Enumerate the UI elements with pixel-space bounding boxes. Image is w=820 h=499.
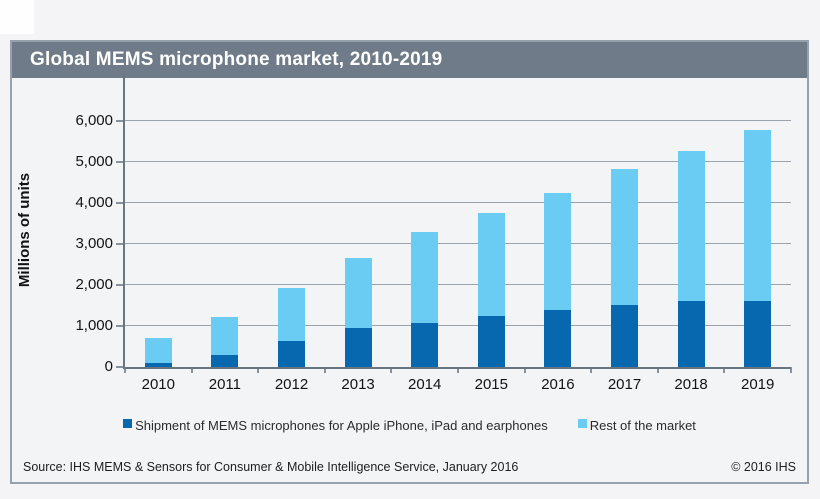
bar-segment-2012-series0 xyxy=(278,340,305,367)
x-tick-4 xyxy=(390,367,393,373)
legend-label-apple-shipments: Shipment of MEMS microphones for Apple i… xyxy=(135,418,548,433)
bar-group-2018 xyxy=(677,151,705,367)
bar-group-2013 xyxy=(344,258,372,367)
bar-segment-2018-series1 xyxy=(677,151,705,302)
x-axis-line xyxy=(123,367,791,369)
source-note: Source: IHS MEMS & Sensors for Consumer … xyxy=(23,460,519,474)
bar-segment-2010-series1 xyxy=(144,338,172,363)
gridline-4000 xyxy=(125,201,791,203)
bar-group-2011 xyxy=(211,316,239,367)
x-tick-0 xyxy=(124,367,126,373)
x-tick-label-2011: 2011 xyxy=(208,376,242,393)
y-tick-label-5000: 5,000 xyxy=(75,152,113,170)
x-tick-label-2014: 2014 xyxy=(408,376,442,393)
bar-segment-2012-series1 xyxy=(278,288,305,341)
bar-segment-2018-series0 xyxy=(677,301,705,367)
copyright-note: © 2016 IHS xyxy=(731,460,796,474)
y-tick-label-1000: 1,000 xyxy=(75,316,113,334)
bar-segment-2016-series0 xyxy=(544,309,572,367)
x-tick-label-2013: 2013 xyxy=(341,376,375,393)
chart-panel: Global MEMS microphone market, 2010-2019… xyxy=(10,40,809,484)
gridline-6000 xyxy=(125,119,791,121)
bar-segment-2013-series1 xyxy=(344,258,372,328)
y-tick-2000 xyxy=(116,283,125,286)
background-corner-artifact xyxy=(0,0,34,34)
x-tick-label-2012: 2012 xyxy=(274,376,309,393)
x-tick-3 xyxy=(323,367,326,373)
bar-group-2015 xyxy=(477,213,505,367)
y-tick-label-0: 0 xyxy=(104,358,113,375)
bar-segment-2010-series0 xyxy=(144,362,172,367)
y-tick-5000 xyxy=(116,160,125,163)
x-tick-5 xyxy=(457,367,459,373)
bar-group-2014 xyxy=(411,232,439,367)
y-tick-0 xyxy=(116,366,125,368)
gridline-5000 xyxy=(125,160,791,162)
bar-segment-2019-series0 xyxy=(744,300,772,367)
y-tick-label-6000: 6,000 xyxy=(75,111,113,129)
legend-item-apple-shipments: Shipment of MEMS microphones for Apple i… xyxy=(123,418,548,433)
bar-segment-2014-series1 xyxy=(411,232,439,323)
bar-segment-2011-series0 xyxy=(211,354,239,367)
x-tick-7 xyxy=(590,367,593,373)
x-tick-1 xyxy=(190,367,193,373)
bar-group-2017 xyxy=(611,169,638,367)
y-tick-1000 xyxy=(116,324,125,327)
y-tick-label-3000: 3,000 xyxy=(75,234,113,252)
x-tick-6 xyxy=(523,367,526,373)
y-tick-6000 xyxy=(116,119,125,122)
gridline-1000 xyxy=(125,324,791,326)
bar-group-2012 xyxy=(278,288,305,367)
gridline-2000 xyxy=(125,283,791,285)
y-axis-title: Millions of units xyxy=(16,172,33,288)
bar-segment-2017-series1 xyxy=(611,169,638,305)
x-tick-label-2017: 2017 xyxy=(607,376,642,393)
bar-group-2016 xyxy=(544,192,572,367)
x-tick-10 xyxy=(790,367,792,373)
gridline-3000 xyxy=(125,242,791,244)
bar-segment-2011-series1 xyxy=(211,316,239,355)
chart-title-bar: Global MEMS microphone market, 2010-2019 xyxy=(12,42,807,78)
x-tick-label-2015: 2015 xyxy=(474,376,508,393)
plot-area: 0 1,000 2,000 3,000 4,000 5,000 6,000 2010 2011 2… xyxy=(75,74,792,393)
x-tick-label-2019: 2019 xyxy=(741,376,775,393)
bar-segment-2019-series1 xyxy=(744,130,772,301)
x-tick-9 xyxy=(723,367,726,373)
bar-group-2019 xyxy=(744,130,772,367)
y-axis-line xyxy=(123,74,125,367)
bar-segment-2014-series0 xyxy=(411,323,439,367)
legend-swatch-apple-shipments xyxy=(123,419,133,428)
legend-label-rest-of-market: Rest of the market xyxy=(589,418,696,433)
bar-group-2010 xyxy=(144,338,172,367)
bar-segment-2016-series1 xyxy=(544,192,572,310)
x-tick-label-2018: 2018 xyxy=(674,376,708,393)
bar-segment-2013-series0 xyxy=(344,328,372,367)
y-tick-label-4000: 4,000 xyxy=(75,193,113,211)
x-tick-label-2016: 2016 xyxy=(541,376,575,393)
chart-title: Global MEMS microphone market, 2010-2019 xyxy=(30,49,443,70)
y-tick-label-2000: 2,000 xyxy=(75,275,113,293)
x-tick-8 xyxy=(656,367,659,373)
chart-footer: Source: IHS MEMS & Sensors for Consumer … xyxy=(12,460,807,474)
bar-segment-2015-series1 xyxy=(477,213,505,316)
bar-segment-2015-series0 xyxy=(477,315,505,367)
x-tick-label-2010: 2010 xyxy=(141,376,175,393)
bar-segment-2017-series0 xyxy=(611,304,638,367)
y-tick-4000 xyxy=(116,201,125,204)
y-tick-3000 xyxy=(116,242,125,245)
legend-swatch-rest-of-market xyxy=(577,419,587,428)
x-tick-2 xyxy=(257,367,260,373)
legend-item-rest-of-market: Rest of the market xyxy=(577,418,696,433)
chart-legend: Shipment of MEMS microphones for Apple i… xyxy=(12,418,807,433)
